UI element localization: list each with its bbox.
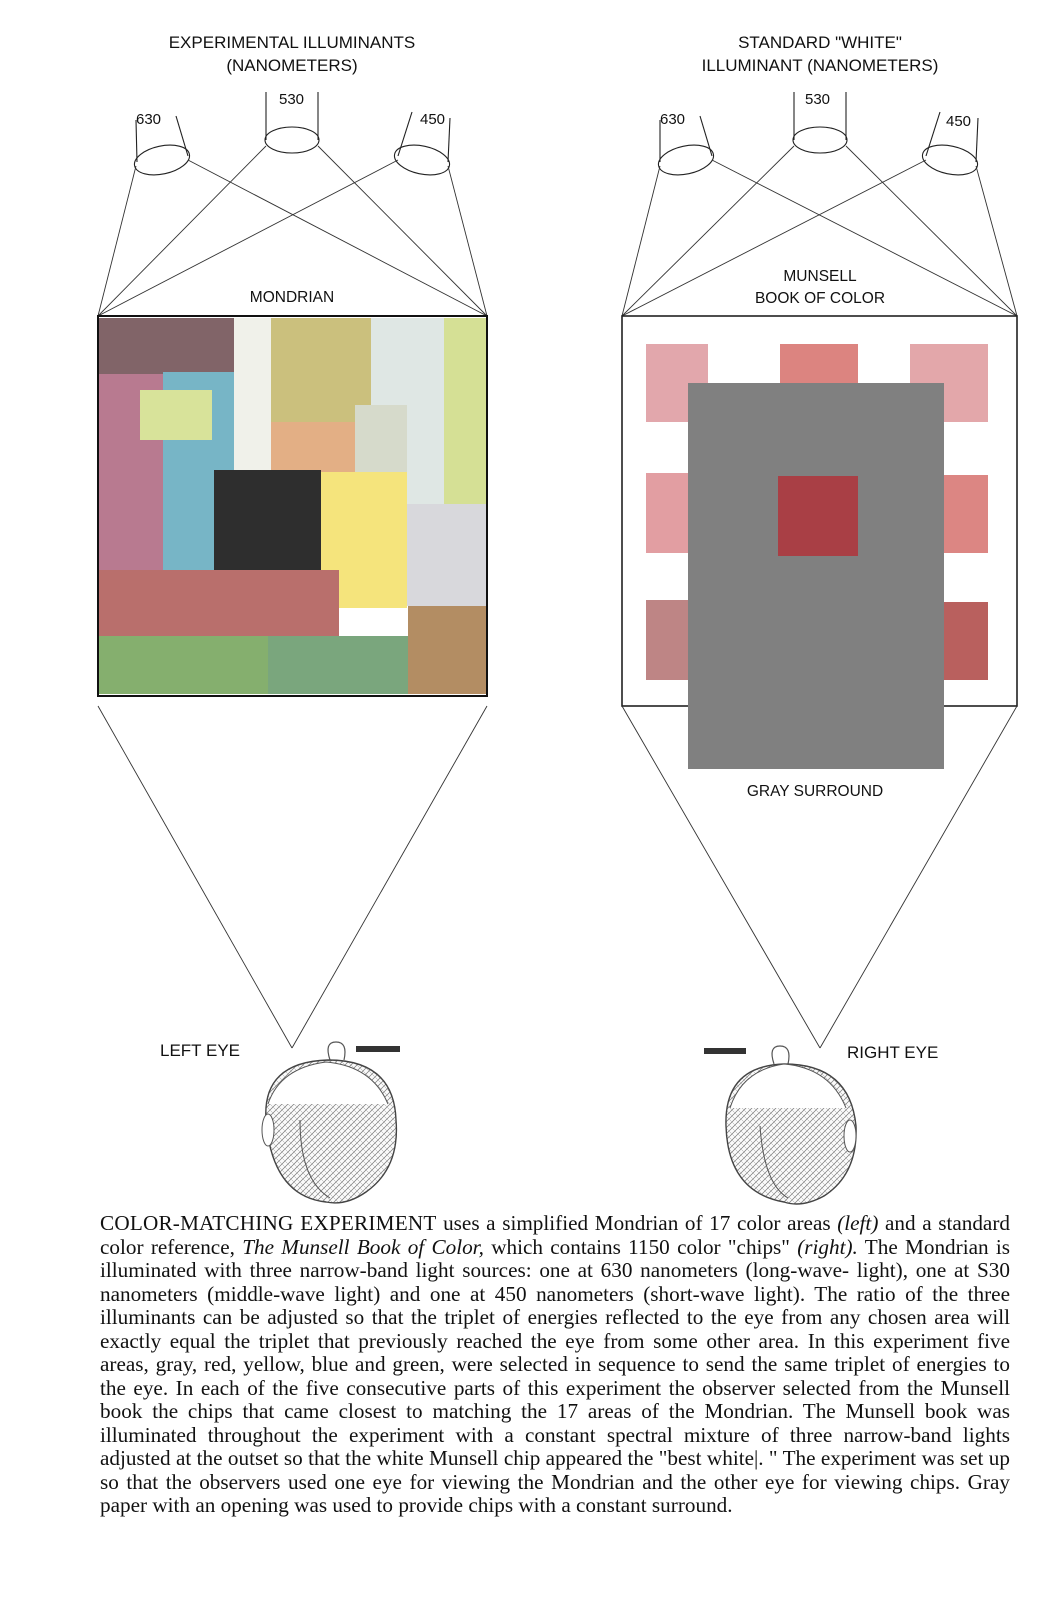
mondrian-area: [234, 318, 271, 470]
left-light-beams: [97, 145, 488, 317]
caption-text: The Mondrian is illuminated with three n…: [100, 1234, 1011, 1517]
left-illuminant-630-label: 630: [136, 111, 161, 128]
mondrian-area: [408, 606, 487, 694]
right-illuminant-530-label: 530: [805, 91, 830, 108]
left-illuminant-530: [264, 92, 320, 154]
caption-text: and a standard color reference,: [100, 1211, 1010, 1259]
right-heading-line2: ILLUMINANT (NANOMETERS): [702, 56, 939, 75]
caption-italic: The Munsell Book of Color,: [242, 1234, 484, 1259]
mondrian-area: [214, 470, 321, 570]
mondrian: [97, 315, 488, 697]
right-illuminant-450-label: 450: [946, 113, 971, 130]
right-heading-line1: STANDARD "WHITE": [738, 33, 902, 52]
mondrian-area: [271, 318, 371, 422]
munsell-label-line2: BOOK OF COLOR: [755, 290, 885, 307]
left-illuminant-530-label: 530: [279, 91, 304, 108]
mondrian-area: [444, 318, 487, 504]
gray-surround: [688, 383, 944, 769]
mondrian-label: MONDRIAN: [250, 289, 334, 306]
right-light-beams: [621, 145, 1018, 317]
left-illuminant-450-label: 450: [420, 111, 445, 128]
mondrian-area: [271, 422, 355, 472]
mondrian-area: [98, 570, 339, 636]
right-illuminant-630-label: 630: [660, 111, 685, 128]
munsell-chip-center: [778, 476, 858, 556]
caption-italic: (right).: [797, 1234, 858, 1259]
right-eye-marker: [704, 1048, 746, 1054]
left-observer-head: [261, 1041, 398, 1204]
munsell-chip: [780, 344, 858, 384]
caption-lead: COLOR-MATCHING EXPERIMENT: [100, 1211, 437, 1235]
left-eye-marker: [356, 1046, 400, 1052]
left-sight-lines: [97, 705, 488, 1049]
munsell-label-line1: MUNSELL: [783, 268, 857, 285]
left-panel: EXPERIMENTAL ILLUMINANTS (NANOMETERS) 63…: [97, 33, 488, 1204]
left-illuminant-630: [133, 115, 191, 176]
munsell-chip: [944, 602, 988, 680]
right-illuminant-450: [921, 111, 979, 176]
gray-surround-label: GRAY SURROUND: [747, 783, 883, 800]
left-illuminant-450: [393, 111, 451, 176]
mondrian-area: [407, 504, 487, 606]
mondrian-area: [98, 636, 268, 694]
right-observer-head: [725, 1045, 857, 1205]
mondrian-area: [140, 390, 212, 440]
mondrian-area: [268, 636, 408, 694]
left-heading-line2: (NANOMETERS): [226, 56, 357, 75]
caption-text: which contains 1150 color "chips": [483, 1234, 798, 1259]
munsell-book: [621, 315, 1018, 769]
caption-italic: (left): [837, 1211, 879, 1235]
right-sight-lines: [621, 705, 1018, 1049]
color-matching-diagram: EXPERIMENTAL ILLUMINANTS (NANOMETERS) 63…: [97, 33, 1018, 1205]
right-eye-label: RIGHT EYE: [847, 1043, 938, 1062]
left-eye-label: LEFT EYE: [160, 1041, 240, 1060]
right-illuminant-530: [792, 92, 848, 154]
mondrian-area: [98, 318, 234, 374]
caption-text: uses a simplified Mondrian of 17 color a…: [436, 1211, 838, 1235]
right-panel: STANDARD "WHITE" ILLUMINANT (NANOMETERS)…: [621, 33, 1018, 1205]
munsell-chip: [944, 475, 988, 553]
left-heading-line1: EXPERIMENTAL ILLUMINANTS: [169, 33, 416, 52]
figure-caption: COLOR-MATCHING EXPERIMENT uses a simplif…: [100, 1211, 1011, 1518]
right-illuminant-630: [657, 115, 715, 176]
